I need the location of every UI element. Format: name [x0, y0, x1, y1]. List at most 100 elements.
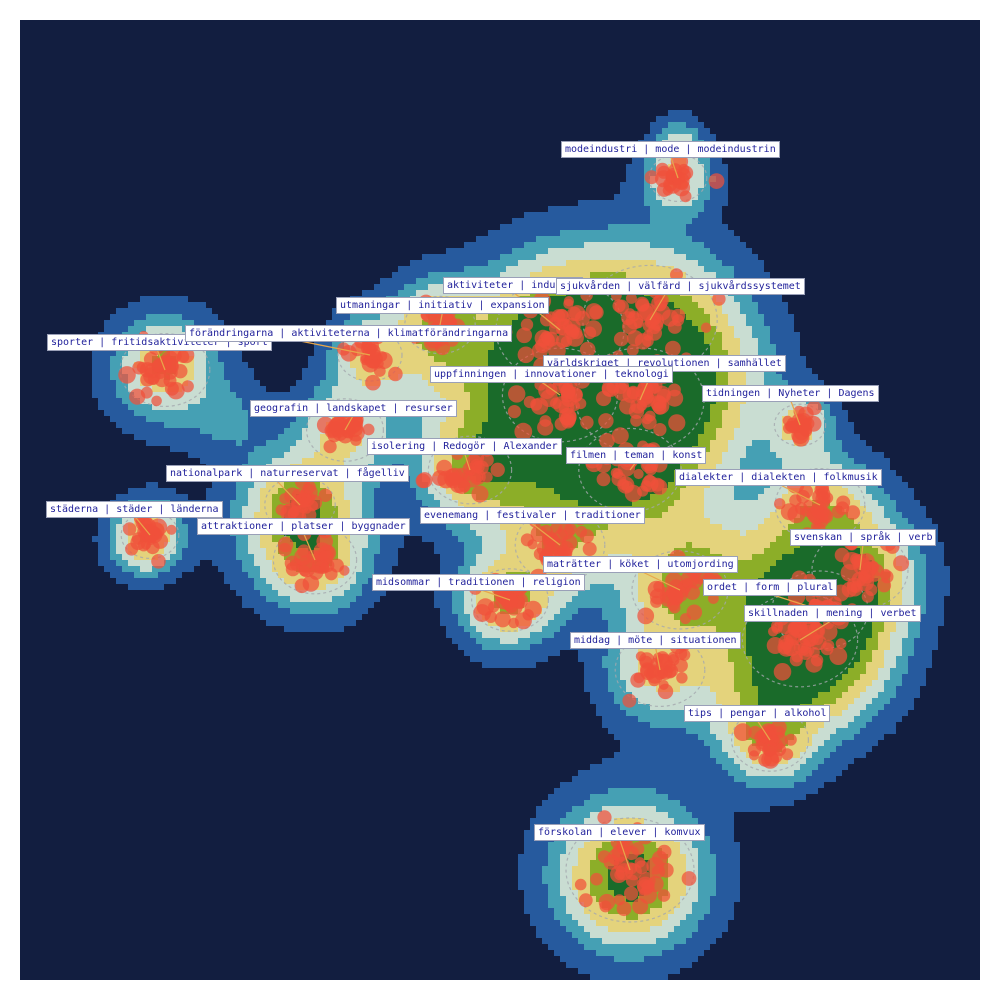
data-point [657, 889, 671, 902]
data-point [517, 346, 535, 364]
data-point [784, 733, 797, 746]
topic-label: förändringarna | aktiviteterna | klimatf… [185, 325, 513, 342]
data-point [480, 453, 494, 467]
data-point [624, 863, 642, 881]
data-point [835, 638, 847, 650]
data-point [641, 475, 659, 493]
data-point [569, 305, 586, 322]
data-point [612, 468, 624, 480]
data-point [516, 327, 532, 344]
data-point [622, 693, 637, 708]
data-point [490, 462, 505, 477]
data-point [524, 600, 542, 618]
data-point [778, 641, 792, 655]
data-point [613, 894, 626, 906]
data-point [536, 540, 554, 557]
data-point [675, 647, 688, 660]
data-point [646, 856, 664, 875]
data-point [670, 268, 683, 282]
data-point [650, 595, 663, 608]
data-point [569, 400, 581, 412]
data-point [663, 665, 677, 679]
data-point [151, 395, 162, 407]
data-point [758, 753, 772, 767]
data-point [566, 329, 584, 347]
data-point [653, 401, 667, 415]
data-point [603, 854, 619, 870]
topic-label: filmen | teman | konst [566, 447, 707, 464]
data-point [530, 398, 543, 411]
label-leader-line [539, 380, 561, 396]
data-point [130, 534, 146, 551]
data-point [666, 389, 684, 407]
data-point [579, 341, 596, 358]
data-point [787, 622, 801, 636]
topic-label: midsommar | traditionen | religion [372, 574, 585, 591]
data-point [590, 872, 603, 886]
label-leader-line [669, 155, 679, 179]
data-point [793, 638, 812, 656]
data-point [582, 542, 597, 556]
label-leader-line [799, 619, 833, 641]
data-point [676, 672, 688, 684]
label-leader-line [463, 452, 471, 471]
label-leader-line [302, 532, 316, 561]
data-point [181, 380, 194, 393]
topic-label: förskolan | elever | komvux [534, 824, 705, 841]
data-point [279, 493, 291, 504]
data-point [834, 547, 850, 563]
data-point [880, 568, 891, 580]
data-point [686, 604, 703, 621]
data-point [596, 472, 611, 487]
data-point [893, 555, 910, 572]
data-point [685, 585, 700, 600]
data-point [773, 663, 792, 681]
data-point [671, 308, 686, 323]
data-point [578, 893, 593, 908]
data-point [277, 536, 294, 553]
topic-label: geografin | landskapet | resurser [250, 400, 457, 417]
topic-label: isolering | Redogör | Alexander [367, 438, 562, 455]
data-point [667, 320, 682, 334]
data-point [770, 719, 787, 736]
data-point [647, 580, 666, 599]
data-point [151, 554, 166, 569]
data-point [275, 504, 287, 516]
data-point [551, 309, 566, 323]
data-point [294, 548, 312, 566]
topic-label: middag | möte | situationen [570, 632, 741, 649]
topic-label: utmaningar | initiativ | expansion [336, 297, 549, 314]
data-point [785, 633, 797, 644]
data-point [530, 525, 548, 543]
data-point [637, 607, 655, 625]
data-point [618, 479, 630, 490]
data-point [733, 723, 752, 741]
label-leader-line [134, 515, 151, 536]
data-point [657, 165, 671, 179]
label-leader-line [344, 414, 355, 431]
data-point [350, 434, 362, 446]
data-point [614, 299, 629, 315]
data-point [633, 317, 644, 329]
data-point [784, 420, 796, 432]
data-point [808, 646, 820, 658]
data-point [762, 741, 778, 757]
topic-label: skillnaden | mening | verbet [744, 605, 921, 622]
label-leader-line [756, 719, 771, 741]
data-point [140, 372, 155, 387]
data-point [501, 592, 518, 610]
data-point [610, 865, 628, 883]
topic-label: evenemang | festivaler | traditioner [420, 507, 645, 524]
data-point [550, 397, 562, 410]
data-point [118, 366, 136, 384]
cluster-outline [614, 632, 706, 707]
data-point [285, 562, 300, 577]
data-point [527, 539, 538, 550]
data-point [667, 598, 680, 611]
topic-label: aktiviteter | industri [443, 277, 584, 294]
data-point [369, 348, 381, 361]
data-point [626, 344, 639, 356]
data-point [795, 502, 808, 515]
data-point [613, 331, 629, 347]
